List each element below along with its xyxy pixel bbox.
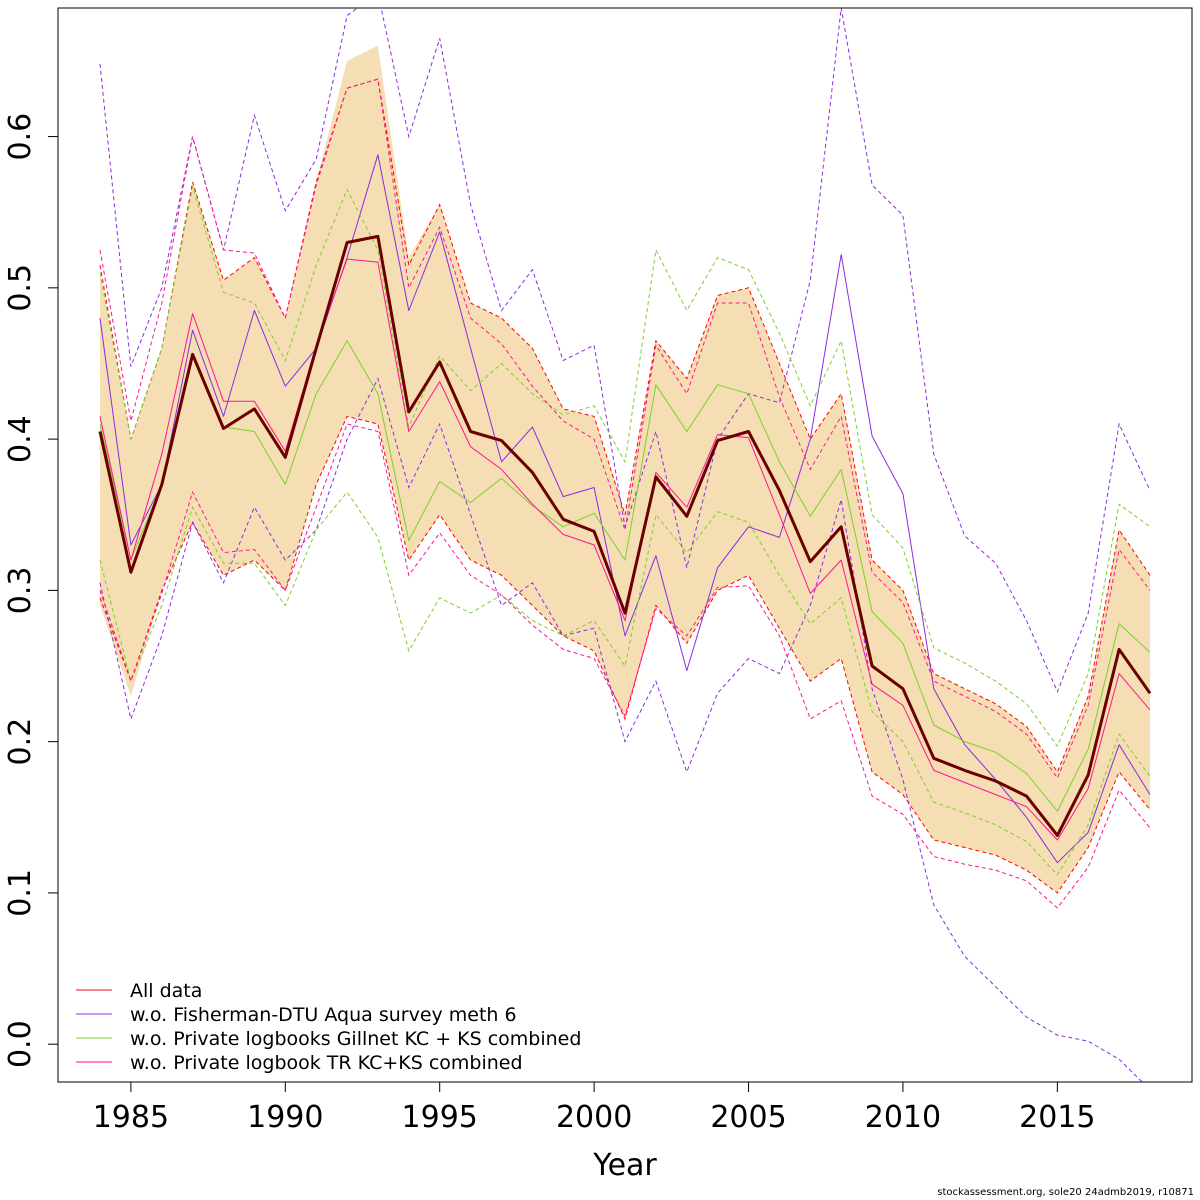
series-lines-layer bbox=[98, 8, 1152, 1082]
x-tick-label-2010: 2010 bbox=[865, 1100, 941, 1135]
legend-label-3: w.o. Private logbook TR KC+KS combined bbox=[130, 1052, 523, 1074]
series-upper-w-o-private-logbooks-gillnet-kc-ks-combined bbox=[99, 186, 1151, 748]
series-lower-w-o-fisherman-dtu-aqua-survey-meth-6 bbox=[99, 377, 1143, 1082]
series-line-w-o-fisherman-dtu-aqua-survey-meth-6 bbox=[99, 154, 1151, 864]
y-tick-label-2: 0.2 bbox=[3, 718, 38, 766]
y-axis: 0.0 0.1 0.2 0.3 0.4 0.5 0.6 bbox=[3, 113, 58, 1068]
x-tick-label-1995: 1995 bbox=[402, 1100, 478, 1135]
confidence-band-layer bbox=[100, 45, 1150, 893]
footer-note: stockassessment.org, sole20 24admb2019, … bbox=[937, 1187, 1194, 1198]
series-line-estimate bbox=[98, 234, 1152, 837]
y-tick-label-6: 0.6 bbox=[3, 113, 38, 161]
series-lower-w-o-private-logbooks-gillnet-kc-ks-combined bbox=[99, 491, 1151, 876]
series-upper-all-data bbox=[99, 78, 1151, 773]
series-lower-w-o-private-logbook-tr-kc-ks-combined bbox=[99, 423, 1151, 909]
x-axis: 1985 1990 1995 2000 2005 2010 2015 bbox=[93, 1082, 1096, 1135]
confidence-band bbox=[100, 45, 1150, 893]
series-lower-all-data bbox=[99, 415, 1151, 894]
x-tick-label-1985: 1985 bbox=[93, 1100, 169, 1135]
x-tick-label-2015: 2015 bbox=[1019, 1100, 1095, 1135]
y-tick-label-1: 0.1 bbox=[3, 869, 38, 917]
y-tick-label-3: 0.3 bbox=[3, 567, 38, 615]
x-tick-label-1990: 1990 bbox=[247, 1100, 323, 1135]
legend-label-0: All data bbox=[130, 980, 202, 1002]
y-tick-label-4: 0.4 bbox=[3, 415, 38, 463]
series-line-w-o-private-logbooks-gillnet-kc-ks-combined bbox=[99, 340, 1151, 812]
series-upper-w-o-private-logbook-tr-kc-ks-combined bbox=[99, 78, 1151, 780]
y-tick-label-0: 0.0 bbox=[3, 1020, 38, 1068]
x-tick-label-2005: 2005 bbox=[710, 1100, 786, 1135]
series-line-w-o-private-logbook-tr-kc-ks-combined bbox=[99, 258, 1151, 841]
legend-label-1: w.o. Fisherman-DTU Aqua survey meth 6 bbox=[130, 1004, 517, 1026]
y-tick-label-5: 0.5 bbox=[3, 264, 38, 312]
legend-label-2: w.o. Private logbooks Gillnet KC + KS co… bbox=[130, 1028, 581, 1050]
x-tick-label-2000: 2000 bbox=[556, 1100, 632, 1135]
plot-frame bbox=[57, 7, 1193, 1083]
series-upper-w-o-fisherman-dtu-aqua-survey-meth-6 bbox=[99, 8, 1151, 694]
x-axis-title: Year bbox=[592, 1148, 657, 1183]
